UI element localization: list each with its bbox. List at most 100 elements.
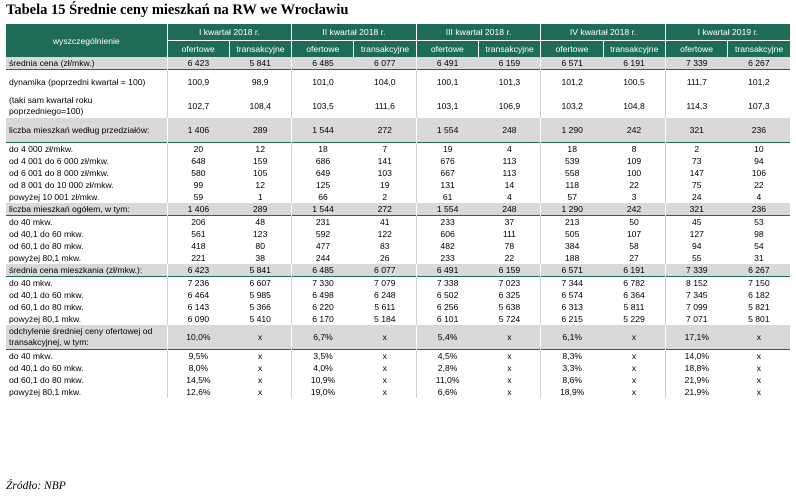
offer-value-cell: 10,9% xyxy=(291,374,354,386)
table-row: powyżej 10 001 zł/mkw. 59 1 66 2 61 4 57 3 24 4 xyxy=(6,191,790,203)
offer-value-cell: 7 330 xyxy=(291,276,354,289)
offer-value-cell: 6 485 xyxy=(291,264,354,277)
offer-value-cell: 14,0% xyxy=(664,349,728,362)
table-row: powyżej 80,1 mkw. 221 38 244 26 233 22 188 27 55 3… xyxy=(6,252,790,264)
subheader-offer: ofertowe xyxy=(415,40,479,57)
transaction-value-cell: 7 023 xyxy=(478,276,541,289)
offer-value-cell: 20 xyxy=(166,142,230,155)
subheader-transaction: transakcyjne xyxy=(727,40,791,57)
table-title: Tabela 15 Średnie ceny mieszkań na RW we… xyxy=(6,2,349,18)
offer-value-cell: 592 xyxy=(291,228,354,240)
transaction-value-cell: x xyxy=(507,363,512,373)
offer-value-cell: 213 xyxy=(540,215,604,228)
table-row: średnia cena mieszkania (zł/mkw.): 6 423 5… xyxy=(6,264,791,277)
offer-value-cell: 580 xyxy=(166,167,230,179)
transaction-value-cell: 83 xyxy=(380,241,390,251)
transaction-value-cell: 6 191 xyxy=(603,264,666,277)
transaction-value-cell: 6 248 xyxy=(374,290,396,300)
transaction-value-cell: 14 xyxy=(504,180,515,190)
transaction-value-cell: 54 xyxy=(754,241,764,251)
subheader-transaction: transakcyjne xyxy=(353,40,417,57)
offer-value-cell: 1 406 xyxy=(166,118,230,143)
transaction-value-cell: x xyxy=(631,375,637,385)
transaction-value-cell: 38 xyxy=(255,253,265,263)
table-row: odchylenie średniej ceny ofertowej od tr… xyxy=(6,325,791,350)
transaction-value-cell: 5 801 xyxy=(748,314,770,324)
transaction-value-cell: x xyxy=(756,375,761,385)
transaction-value-cell: 289 xyxy=(229,203,292,216)
table-row: do 4 000 zł/mkw. 20 12 18 7 19 4 18 8 2 10 xyxy=(6,142,791,155)
table-row: do 40 mkw. 9,5% x 3,5% x 4,5% x 8,3% x 14,0% x xyxy=(6,349,791,362)
offer-value-cell: 648 xyxy=(166,155,230,167)
offer-value-cell: 101,2 xyxy=(540,69,604,94)
table-row: liczba mieszkań ogółem, w tym: 1 406 289 1 … xyxy=(6,203,791,216)
table-header: wyszczególnienie I kwartał 2018 r. II kw… xyxy=(6,24,791,57)
transaction-value-cell: 289 xyxy=(229,118,292,143)
offer-value-cell: 539 xyxy=(540,155,604,167)
row-label: powyżej 80,1 mkw. xyxy=(9,253,82,263)
transaction-value-cell: 8 xyxy=(603,142,666,155)
transaction-value-cell: 107 xyxy=(626,229,642,239)
transaction-value-cell: 31 xyxy=(754,253,764,263)
transaction-value-cell: x xyxy=(382,363,387,373)
offer-value-cell: 111,7 xyxy=(664,69,728,94)
transaction-value-cell: 272 xyxy=(353,203,417,216)
transaction-value-cell: 5 366 xyxy=(249,302,271,312)
offer-value-cell: 231 xyxy=(291,215,354,228)
offer-value-cell: 561 xyxy=(166,228,230,240)
offer-value-cell: 649 xyxy=(291,167,354,179)
transaction-value-cell: 7 079 xyxy=(353,276,417,289)
row-label: od 6 001 do 8 000 zł/mkw. xyxy=(9,168,109,178)
table-row: od 4 001 do 6 000 zł/mkw. 648 159 686 141 676… xyxy=(6,155,790,167)
offer-value-cell: 24 xyxy=(664,191,728,203)
offer-value-cell: 17,1% xyxy=(664,325,728,350)
transaction-value-cell: 123 xyxy=(253,229,268,239)
transaction-value-cell: 6 267 xyxy=(727,264,791,277)
offer-value-cell: 3,3% xyxy=(540,362,604,374)
offer-value-cell: 606 xyxy=(415,228,479,240)
transaction-value-cell: x xyxy=(727,349,791,362)
period-header: I kwartał 2019 r. xyxy=(664,24,791,41)
period-header: II kwartał 2018 r. xyxy=(291,24,417,41)
period-header: IV kwartał 2018 r. xyxy=(540,24,666,41)
offer-value-cell: 103,2 xyxy=(540,94,604,118)
transaction-value-cell: x xyxy=(353,325,417,350)
row-label: liczba mieszkań według przedziałów: xyxy=(6,118,167,143)
transaction-value-cell: 5 611 xyxy=(374,302,396,312)
row-label: średnia cena (zł/mkw.) xyxy=(6,57,167,70)
transaction-value-cell: x xyxy=(229,349,292,362)
transaction-value-cell: 98 xyxy=(754,229,764,239)
subheader-transaction: transakcyjne xyxy=(602,40,666,57)
offer-value-cell: 127 xyxy=(664,228,728,240)
transaction-value-cell: 98,9 xyxy=(229,69,292,94)
transaction-value-cell: 107,3 xyxy=(748,101,770,111)
offer-value-cell: 6,7% xyxy=(291,325,354,350)
transaction-value-cell: 6 607 xyxy=(229,276,292,289)
offer-value-cell: 7 338 xyxy=(415,276,479,289)
transaction-value-cell: 3 xyxy=(631,192,637,202)
offer-value-cell: 7 236 xyxy=(166,276,230,289)
transaction-value-cell: 101,2 xyxy=(727,69,791,94)
offer-value-cell: 6 313 xyxy=(540,301,604,313)
table-row: od 8 001 do 10 000 zł/mkw. 99 12 125 19 131 14… xyxy=(6,179,790,191)
transaction-value-cell: 41 xyxy=(353,215,417,228)
offer-value-cell: 19 xyxy=(415,142,479,155)
offer-value-cell: 75 xyxy=(664,179,728,191)
table-row: od 60,1 do 80 mkw. 6 143 5 366 6 220 5 611 6 … xyxy=(6,301,790,313)
offer-value-cell: 4,5% xyxy=(415,349,479,362)
offer-value-cell: 6 101 xyxy=(415,313,479,325)
transaction-value-cell: x xyxy=(258,363,263,373)
transaction-value-cell: x xyxy=(353,349,417,362)
transaction-value-cell: 12 xyxy=(229,142,292,155)
row-label: dynamika (poprzedni kwartał = 100) xyxy=(6,69,167,94)
offer-value-cell: 2 xyxy=(664,142,728,155)
transaction-value-cell: 5 841 xyxy=(229,57,292,70)
transaction-value-cell: 5 184 xyxy=(374,314,396,324)
table-row: do 40 mkw. 7 236 6 607 7 330 7 079 7 338 7 023… xyxy=(6,276,791,289)
offer-value-cell: 100,1 xyxy=(415,69,479,94)
offer-value-cell: 6 170 xyxy=(291,313,354,325)
transaction-value-cell: x xyxy=(756,363,761,373)
transaction-value-cell: 5 724 xyxy=(498,314,521,324)
transaction-value-cell: 19 xyxy=(380,180,390,190)
transaction-value-cell: 236 xyxy=(727,118,791,143)
